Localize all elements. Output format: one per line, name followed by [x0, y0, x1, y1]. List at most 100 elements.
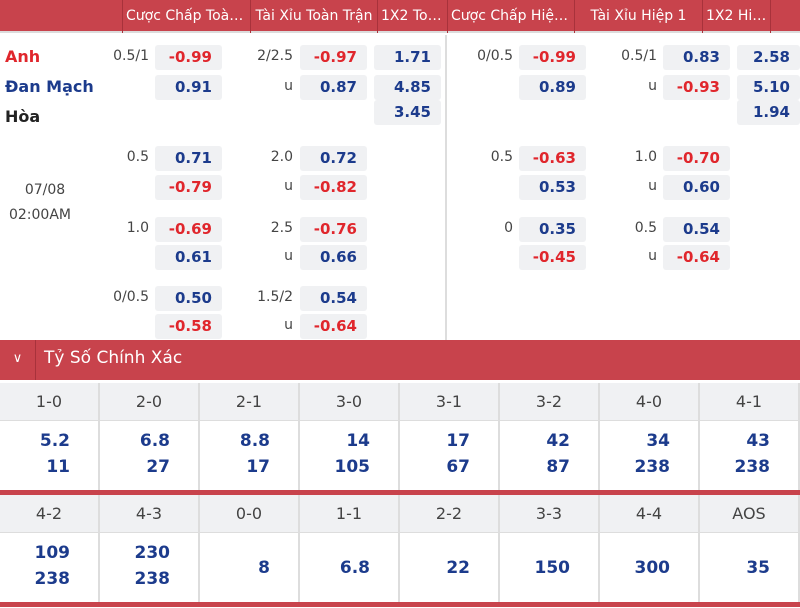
score-label: 1-0	[0, 383, 98, 421]
score-odds[interactable]: 105	[334, 457, 371, 477]
away-odds[interactable]: -0.79	[155, 175, 222, 200]
home-odds[interactable]: -0.99	[519, 45, 586, 70]
col-over-under-full[interactable]: Tài Xỉu Toàn Trận	[250, 0, 377, 33]
score-label: 4-1	[700, 383, 798, 421]
away-odds[interactable]: 0.89	[519, 75, 586, 100]
over-odds[interactable]: -0.97	[300, 45, 367, 70]
under-odds[interactable]: 0.87	[300, 75, 367, 100]
score-odds[interactable]: 43	[746, 431, 770, 451]
over-odds[interactable]: -0.70	[663, 146, 730, 171]
over-odds[interactable]: 0.83	[663, 45, 730, 70]
score-odds[interactable]: 238	[134, 569, 171, 589]
score-cell[interactable]: 3-2 42 87	[500, 383, 600, 491]
under-odds[interactable]: 0.60	[663, 175, 730, 200]
score-odds[interactable]: 17	[246, 457, 270, 477]
col-over-under-half[interactable]: Tài Xỉu Hiệp 1	[574, 0, 702, 33]
1x2-half-odds[interactable]: 5.10	[737, 75, 800, 100]
score-odds[interactable]: 34	[646, 431, 670, 451]
home-odds[interactable]: 0.35	[519, 217, 586, 242]
score-cell[interactable]: 0-0 8	[200, 495, 300, 603]
1x2-full-odds[interactable]: 3.45	[374, 100, 441, 125]
score-odds[interactable]: 230	[134, 543, 171, 563]
away-odds[interactable]: -0.58	[155, 314, 222, 339]
score-cell[interactable]: 2-2 22	[400, 495, 500, 603]
score-odds[interactable]: 87	[546, 457, 570, 477]
col-handicap-half[interactable]: Cược Chấp Hiệp 1	[447, 0, 574, 33]
away-odds[interactable]: 0.61	[155, 245, 222, 270]
score-cell[interactable]: 1-1 6.8	[300, 495, 400, 603]
score-cell[interactable]: 3-3 150	[500, 495, 600, 603]
away-odds[interactable]: -0.45	[519, 245, 586, 270]
score-odds[interactable]: 150	[534, 558, 571, 578]
score-cell[interactable]: 1-0 5.2 11	[0, 383, 100, 491]
over-odds[interactable]: -0.76	[300, 217, 367, 242]
score-odds[interactable]: 8	[258, 558, 270, 578]
score-odds[interactable]: 238	[734, 457, 771, 477]
score-cell[interactable]: 4-4 300	[600, 495, 700, 603]
score-odds[interactable]: 8.8	[239, 431, 270, 451]
home-odds[interactable]: 0.50	[155, 286, 222, 311]
col-1x2-full[interactable]: 1X2 Toà...	[377, 0, 447, 33]
score-odds[interactable]: 22	[446, 558, 470, 578]
away-team: Đan Mạch	[5, 77, 94, 96]
score-label: 3-2	[500, 383, 598, 421]
score-odds[interactable]: 238	[634, 457, 671, 477]
over-odds[interactable]: 0.54	[300, 286, 367, 311]
over-odds[interactable]: 0.72	[300, 146, 367, 171]
ou_full-line: 2.5	[270, 220, 293, 236]
score-odds[interactable]: 35	[746, 558, 770, 578]
score-cell[interactable]: 4-2 109 238	[0, 495, 100, 603]
score-cell[interactable]: 2-1 8.8 17	[200, 383, 300, 491]
score-cell[interactable]: 2-0 6.8 27	[100, 383, 200, 491]
score-odds[interactable]: 14	[346, 431, 370, 451]
hdp_half-line: 0.5	[490, 149, 513, 165]
1x2-half-odds[interactable]: 1.94	[737, 100, 800, 125]
home-odds[interactable]: -0.63	[519, 146, 586, 171]
score-odds[interactable]: 27	[146, 457, 170, 477]
score-odds[interactable]: 42	[546, 431, 570, 451]
under-label: u	[648, 248, 657, 264]
under-odds[interactable]: -0.64	[663, 245, 730, 270]
home-odds[interactable]: 0.71	[155, 146, 222, 171]
score-odds[interactable]: 11	[46, 457, 70, 477]
score-odds[interactable]: 5.2	[39, 431, 70, 451]
col-1x2-half[interactable]: 1X2 Hiệ...	[702, 0, 770, 33]
divider	[445, 35, 447, 340]
hdp_half-line: 0/0.5	[477, 48, 513, 64]
ou_half-line: 1.0	[634, 149, 657, 165]
score-odds[interactable]: 6.8	[339, 558, 370, 578]
1x2-full-odds[interactable]: 1.71	[374, 45, 441, 70]
away-odds[interactable]: 0.91	[155, 75, 222, 100]
under-odds[interactable]: -0.64	[300, 314, 367, 339]
1x2-half-odds[interactable]: 2.58	[737, 45, 800, 70]
home-odds[interactable]: -0.99	[155, 45, 222, 70]
score-cell[interactable]: AOS 35	[700, 495, 800, 603]
score-odds[interactable]: 17	[446, 431, 470, 451]
score-odds[interactable]: 6.8	[139, 431, 170, 451]
away-odds[interactable]: 0.53	[519, 175, 586, 200]
under-odds[interactable]: -0.93	[663, 75, 730, 100]
score-cell[interactable]: 3-0 14 105	[300, 383, 400, 491]
row-divider	[0, 602, 800, 607]
correct-score-header[interactable]: ∨ Tỷ Số Chính Xác	[0, 340, 800, 380]
under-odds[interactable]: -0.82	[300, 175, 367, 200]
chevron-down-icon[interactable]: ∨	[0, 340, 36, 380]
score-odds[interactable]: 238	[34, 569, 71, 589]
hdp_full-line: 0.5	[126, 149, 149, 165]
score-cell[interactable]: 4-0 34 238	[600, 383, 700, 491]
score-odds[interactable]: 109	[34, 543, 71, 563]
home-odds[interactable]: -0.69	[155, 217, 222, 242]
score-cell[interactable]: 4-3 230 238	[100, 495, 200, 603]
over-odds[interactable]: 0.54	[663, 217, 730, 242]
col-handicap-full[interactable]: Cược Chấp Toàn ...	[122, 0, 250, 33]
ou_full-line: 2.0	[270, 149, 293, 165]
under-odds[interactable]: 0.66	[300, 245, 367, 270]
under-label: u	[648, 78, 657, 94]
score-odds[interactable]: 67	[446, 457, 470, 477]
score-cell[interactable]: 3-1 17 67	[400, 383, 500, 491]
score-label: 2-0	[100, 383, 198, 421]
score-odds[interactable]: 300	[634, 558, 671, 578]
1x2-full-odds[interactable]: 4.85	[374, 75, 441, 100]
score-cell[interactable]: 4-1 43 238	[700, 383, 800, 491]
score-label: 3-0	[300, 383, 398, 421]
